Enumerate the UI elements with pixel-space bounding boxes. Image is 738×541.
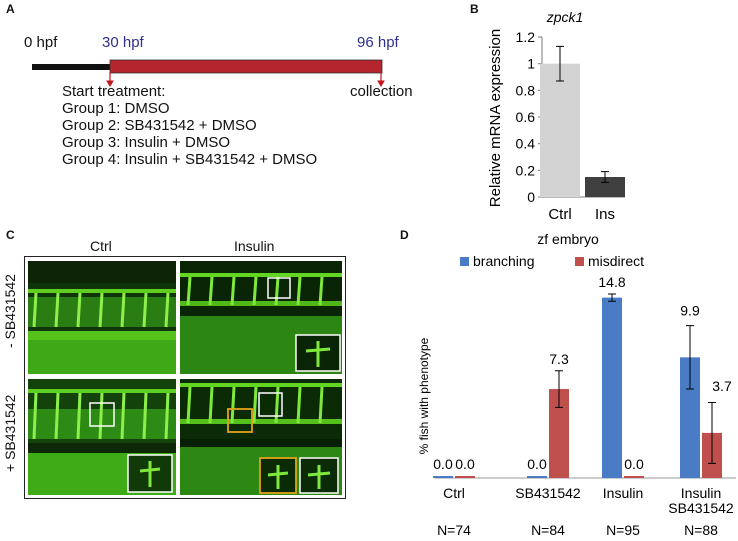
bar <box>602 297 622 478</box>
data-label: 0.0 <box>433 456 453 472</box>
x-tick-label: Ctrl <box>443 485 465 501</box>
data-label: 7.3 <box>549 351 569 367</box>
bar <box>527 476 547 478</box>
treatment-start-arrow <box>106 72 114 87</box>
bar <box>433 476 453 478</box>
y-tick-label: 0.8 <box>516 82 536 98</box>
n-label: N=84 <box>531 522 565 538</box>
x-tick-label: Insulin <box>681 485 721 501</box>
chart-b-x-axis: Ctrl Ins <box>548 206 615 223</box>
data-label: 3.7 <box>712 378 732 394</box>
n-label: N=74 <box>437 522 471 538</box>
micrograph-ctrl-minus-sb <box>28 261 176 374</box>
n-label: N=88 <box>684 522 718 538</box>
chart-d-title: zf embryo <box>537 231 599 247</box>
x-tick-label: SB431542 <box>668 500 734 516</box>
y-tick-label: 1 <box>527 56 535 72</box>
y-tick-label: 0.2 <box>516 162 536 178</box>
chart-d-legend: branching misdirect <box>460 253 644 269</box>
bar <box>624 476 644 478</box>
timeline-start-label: 0 hpf <box>24 34 58 51</box>
bar <box>680 357 700 478</box>
treatment-line: Group 4: Insulin + SB431542 + DMSO <box>62 151 318 168</box>
n-label: N=95 <box>606 522 640 538</box>
x-tick-label: Insulin <box>603 485 643 501</box>
data-label: 14.8 <box>598 274 625 290</box>
timeline-bar <box>32 59 385 87</box>
error-bar <box>555 370 563 408</box>
legend-label: branching <box>473 253 535 269</box>
expression-bar-chart: zpck1 Relative mRNA expression 0 0.2 0.4 0.… <box>487 9 625 223</box>
x-tick-label: Ctrl <box>548 206 571 223</box>
collection-arrow <box>377 72 385 87</box>
y-tick-label: 0 <box>527 189 535 205</box>
treatment-list: Start treatment: Group 1: DMSO Group 2: … <box>62 83 317 168</box>
timeline-end-label: 96 hpf <box>357 34 399 51</box>
panel-letter-d: D <box>400 228 409 242</box>
panel-letter-a: A <box>6 2 15 16</box>
chart-b-title: zpck1 <box>546 9 584 25</box>
chart-b-ylabel: Relative mRNA expression <box>487 29 504 207</box>
legend-label: misdirect <box>588 253 644 269</box>
chart-d-bars: 0.0 0.014.89.90.07.30.03.7 <box>433 274 736 479</box>
timeline-collection-label: collection <box>350 83 413 100</box>
row-label-minus-sb: - SB431542 <box>2 274 18 348</box>
phenotype-bar-chart: zf embryo branching misdirect % fish with… <box>417 231 736 538</box>
x-tick-label: Ins <box>595 206 615 223</box>
treatment-line: Start treatment: <box>62 83 166 100</box>
error-bar <box>601 171 609 183</box>
timeline-treatment-segment <box>109 59 383 74</box>
treatment-line: Group 3: Insulin + DMSO <box>62 134 230 151</box>
row-label-plus-sb: + SB431542 <box>2 394 18 472</box>
data-label: 0.0 <box>527 456 547 472</box>
micrograph-insulin-plus-sb <box>180 379 342 495</box>
timeline-treat-label: 30 hpf <box>102 34 144 51</box>
column-label-insulin: Insulin <box>234 238 275 254</box>
y-tick-label: 1.2 <box>516 29 536 45</box>
x-tick-label: SB431542 <box>515 485 581 501</box>
legend-swatch <box>575 257 584 266</box>
bar <box>549 389 569 478</box>
treatment-line: Group 2: SB431542 + DMSO <box>62 117 257 134</box>
column-label-ctrl: Ctrl <box>90 238 112 254</box>
error-bar <box>686 325 694 390</box>
bar <box>455 476 475 478</box>
error-bar <box>708 401 716 464</box>
treatment-line: Group 1: DMSO <box>62 100 170 117</box>
bar <box>540 63 580 197</box>
bar <box>585 177 625 197</box>
chart-d-n-labels: N=74 N=84 N=95 N=88 <box>437 522 718 538</box>
data-label: 0.0 <box>624 456 644 472</box>
chart-b-bars <box>540 45 625 197</box>
y-tick-label: 0.6 <box>516 109 536 125</box>
legend-swatch <box>460 257 469 266</box>
data-label: 0.0 <box>455 456 475 472</box>
micrograph-insulin-minus-sb <box>180 261 342 374</box>
micrograph-ctrl-plus-sb <box>28 379 176 495</box>
chart-d-ylabel: % fish with phenotype <box>417 337 431 454</box>
error-bar <box>556 45 564 82</box>
panel-letter-b: B <box>470 2 479 16</box>
panel-letter-c: C <box>6 228 15 242</box>
timeline-pre-segment <box>32 64 110 70</box>
y-tick-label: 0.4 <box>516 136 536 152</box>
micrograph-grid-frame <box>24 256 346 499</box>
error-bar <box>608 293 616 302</box>
data-label: 9.9 <box>680 303 700 319</box>
